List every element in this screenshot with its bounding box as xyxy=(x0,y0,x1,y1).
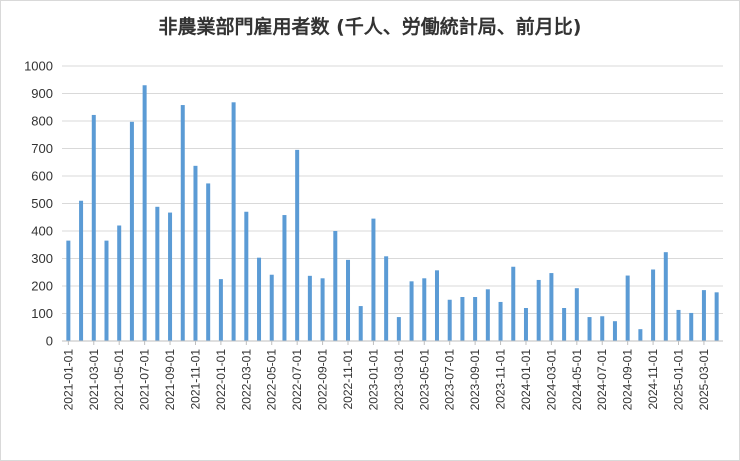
bar xyxy=(155,206,160,341)
x-tick-label: 2024-05-01 xyxy=(570,349,584,411)
bar xyxy=(473,297,478,341)
bar xyxy=(244,211,249,341)
bar xyxy=(663,252,668,341)
x-tick-label: 2021-11-01 xyxy=(188,349,202,410)
x-tick-label: 2023-01-01 xyxy=(366,349,380,411)
y-tick-label: 100 xyxy=(31,306,53,321)
bar xyxy=(180,105,185,341)
bar xyxy=(206,183,211,341)
bar xyxy=(193,165,198,341)
bars xyxy=(66,85,719,341)
bar xyxy=(320,278,325,341)
x-tick-label: 2023-05-01 xyxy=(417,349,431,411)
bar xyxy=(600,316,605,341)
bar xyxy=(498,301,503,341)
y-tick-label: 300 xyxy=(31,251,53,266)
bar xyxy=(460,297,465,341)
y-axis: 0 100 200 300 400 500 600 700 800 900 1000 xyxy=(24,59,53,349)
bar xyxy=(625,275,630,341)
bar xyxy=(257,257,262,341)
bar xyxy=(612,321,617,341)
y-tick-label: 1000 xyxy=(24,59,53,74)
bar xyxy=(638,329,643,341)
bar xyxy=(333,231,338,341)
bar xyxy=(104,240,109,341)
bar xyxy=(129,121,134,341)
x-tick-label: 2022-09-01 xyxy=(316,349,330,411)
bar xyxy=(434,270,439,341)
x-tick-label: 2023-03-01 xyxy=(392,349,406,411)
bar xyxy=(396,317,401,341)
x-tick-label: 2021-05-01 xyxy=(112,349,126,411)
y-tick-label: 900 xyxy=(31,86,53,101)
bar xyxy=(714,292,719,341)
x-tick-label: 2025-01-01 xyxy=(672,349,686,411)
bar xyxy=(117,225,122,341)
bar xyxy=(168,212,173,341)
bar xyxy=(676,309,681,341)
bar xyxy=(231,102,236,341)
x-tick-label: 2022-03-01 xyxy=(239,349,253,411)
bar xyxy=(422,278,427,341)
bar xyxy=(91,114,96,341)
x-axis: 2021-01-01 2021-03-01 2021-05-01 2021-07-01… xyxy=(61,340,723,411)
x-tick-label: 2022-01-01 xyxy=(214,349,228,411)
bar xyxy=(562,308,567,341)
x-tick-label: 2022-07-01 xyxy=(290,349,304,411)
bar xyxy=(485,289,490,341)
bar xyxy=(511,266,516,341)
x-tick-label: 2021-07-01 xyxy=(138,349,152,411)
y-tick-label: 0 xyxy=(46,334,53,349)
bar xyxy=(282,215,287,341)
x-tick-label: 2023-07-01 xyxy=(443,349,457,411)
bar xyxy=(523,308,528,341)
x-tick-label: 2021-01-01 xyxy=(61,349,75,411)
x-tick-label: 2024-07-01 xyxy=(595,349,609,411)
bar xyxy=(346,259,351,341)
x-tick-label: 2025-03-01 xyxy=(697,349,711,411)
bar xyxy=(587,317,592,341)
x-tick-label: 2021-09-01 xyxy=(163,349,177,411)
x-tick-label: 2024-11-01 xyxy=(646,349,660,410)
bar xyxy=(701,290,706,341)
x-tick-label: 2024-03-01 xyxy=(544,349,558,411)
bar xyxy=(142,85,147,341)
x-tick-label: 2022-11-01 xyxy=(341,349,355,410)
bar xyxy=(549,273,554,341)
bar xyxy=(689,312,694,341)
bar xyxy=(79,200,84,341)
bar xyxy=(358,306,363,341)
bar xyxy=(536,279,541,341)
gridlines xyxy=(62,65,723,342)
x-tick-label: 2024-09-01 xyxy=(621,349,635,411)
y-tick-label: 500 xyxy=(31,196,53,211)
y-tick-label: 700 xyxy=(31,141,53,156)
bar xyxy=(371,218,376,341)
x-tick-label: 2022-05-01 xyxy=(265,349,279,411)
bar xyxy=(384,256,389,341)
y-tick-label: 600 xyxy=(31,169,53,184)
bar xyxy=(307,275,312,341)
y-tick-label: 400 xyxy=(31,224,53,239)
bar xyxy=(295,149,300,341)
bar xyxy=(218,279,223,341)
bar xyxy=(651,269,656,341)
x-tick-label: 2023-09-01 xyxy=(468,349,482,411)
y-tick-label: 200 xyxy=(31,279,53,294)
y-tick-label: 800 xyxy=(31,114,53,129)
bar xyxy=(409,281,414,341)
bar xyxy=(66,240,71,341)
x-tick-label: 2023-11-01 xyxy=(494,349,508,410)
chart-title: 非農業部門雇用者数 (千人、労働統計局、前月比) xyxy=(158,16,582,38)
x-tick-label: 2024-01-01 xyxy=(519,349,533,411)
x-tick-label: 2021-03-01 xyxy=(87,349,101,411)
bar xyxy=(447,299,452,341)
bar xyxy=(269,274,274,341)
bar xyxy=(574,288,579,341)
